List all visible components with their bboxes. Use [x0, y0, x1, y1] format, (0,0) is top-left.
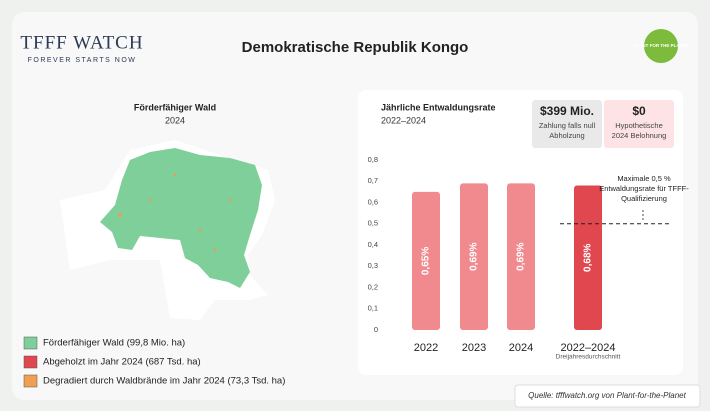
x-tick-label: 2024	[509, 342, 533, 354]
map-forest	[100, 148, 262, 288]
y-tick-label: 0,2	[368, 282, 378, 291]
map-degradation	[118, 173, 232, 252]
logo: TFFF WATCH	[20, 32, 143, 53]
map-year: 2024	[165, 115, 185, 125]
legend-label: Degradiert durch Waldbrände im Jahr 2024…	[43, 376, 285, 387]
legend-swatch	[23, 336, 38, 350]
y-tick-label: 0,7	[368, 176, 378, 185]
bar	[574, 185, 602, 330]
y-tick-label: 0,4	[368, 240, 378, 249]
legend-swatch	[23, 355, 38, 369]
x-tick-label: 2022	[414, 342, 438, 354]
tagline: FOREVER STARTS NOW	[28, 57, 137, 64]
kpi-value: $0	[632, 104, 646, 118]
source-box	[514, 384, 701, 408]
x-tick-label: 2023	[462, 342, 486, 354]
value-label: 0,65%	[421, 247, 432, 275]
y-tick-label: 0,1	[368, 304, 378, 313]
partner-logo: PLANT FOR THE PLANET	[633, 43, 688, 48]
value-label: 0,68%	[583, 243, 594, 271]
x-tick-label: 2022–2024	[560, 342, 615, 354]
value-label: 0,69%	[469, 242, 480, 270]
y-tick-label: 0,8	[368, 155, 378, 164]
y-tick-label: 0,6	[368, 197, 378, 206]
kpi-label: Hypothetische 2024 Belohnung	[611, 121, 667, 140]
kpi-box	[604, 100, 674, 148]
chart-title: Jährliche Entwaldungsrate	[381, 102, 496, 112]
legend-label: Abgeholzt im Jahr 2024 (687 Tsd. ha)	[43, 357, 201, 368]
page-title: Demokratische Republik Kongo	[242, 39, 469, 56]
kpi-box	[532, 100, 602, 148]
partner-logo-badge	[644, 29, 678, 63]
kpi-value: $399 Mio.	[539, 104, 595, 118]
category-note: Dreijahresdurchschnitt	[556, 354, 621, 361]
bar	[412, 191, 440, 330]
bar	[460, 183, 488, 330]
bar	[507, 183, 535, 330]
source: Quelle: tfffwatch.org von Plant-for-the-…	[528, 391, 686, 400]
threshold-label: Maximale 0,5 % Entwaldungsrate für TFFF-…	[599, 174, 689, 203]
chart-subtitle: 2022–2024	[381, 115, 426, 125]
kpi-label: Zahlung falls null Abholzung	[538, 121, 596, 140]
legend-label: Förderfähiger Wald (99,8 Mio. ha)	[43, 338, 185, 349]
legend-swatch	[23, 374, 38, 388]
y-tick-label: 0	[374, 325, 378, 334]
value-label: 0,69%	[516, 242, 527, 270]
y-tick-label: 0,5	[368, 219, 378, 228]
y-tick-label: 0,3	[368, 261, 378, 270]
map-title: Förderfähiger Wald	[134, 102, 216, 112]
